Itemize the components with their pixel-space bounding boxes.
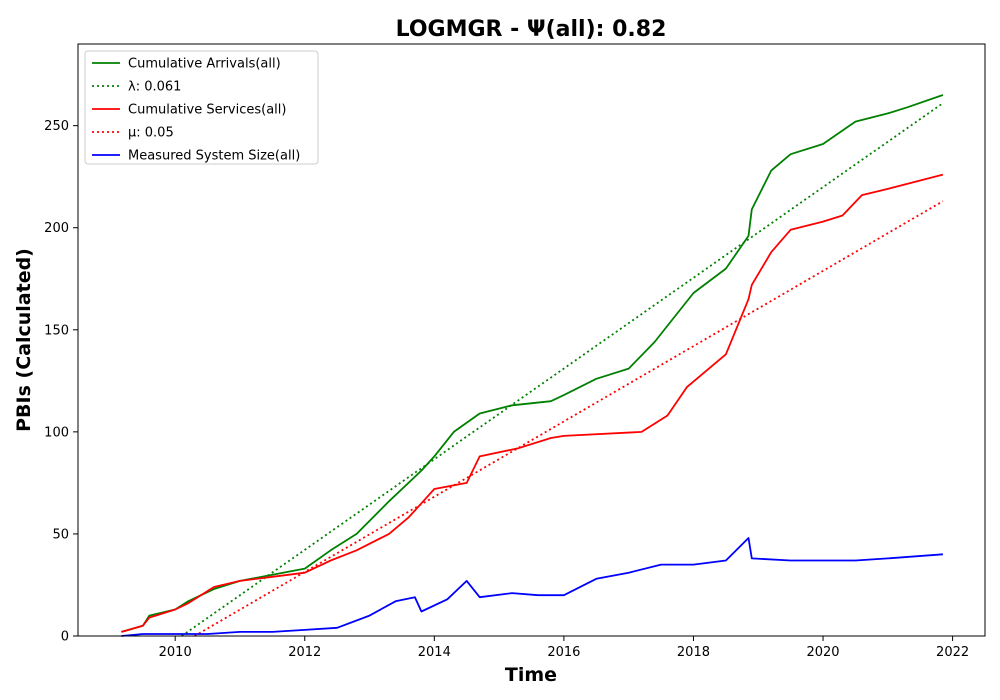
y-tick-label: 250 — [44, 119, 69, 134]
legend-label-4: Measured System Size(all) — [128, 149, 300, 164]
y-tick-label: 150 — [44, 323, 69, 338]
chart-title: LOGMGR - Ψ(all): 0.82 — [396, 17, 667, 42]
plot-frame — [77, 43, 986, 637]
x-tick-label: 2018 — [677, 645, 710, 660]
plot-series — [121, 94, 944, 637]
y-axis-title: PBIs (Calculated) — [13, 248, 35, 432]
series-line-2 — [121, 173, 944, 633]
legend-box — [84, 50, 319, 165]
legend-label-3: μ: 0.05 — [128, 126, 174, 141]
y-tick-label: 100 — [44, 425, 69, 440]
x-tick-label: 2022 — [936, 645, 969, 660]
legend: Cumulative Arrivals(all) λ: 0.061 Cumulati… — [84, 50, 319, 165]
x-axis-ticks: 2010 2012 2014 2016 2018 2020 2022 — [159, 636, 969, 660]
y-axis-ticks: 0 50 100 150 200 250 — [44, 119, 78, 645]
x-tick-label: 2014 — [418, 645, 451, 660]
series-line-3 — [194, 200, 944, 637]
series-line-0 — [121, 94, 944, 633]
x-tick-label: 2012 — [288, 645, 321, 660]
legend-label-0: Cumulative Arrivals(all) — [128, 57, 281, 72]
legend-label-2: Cumulative Services(all) — [128, 103, 286, 118]
y-tick-label: 50 — [52, 527, 69, 542]
y-tick-label: 200 — [44, 221, 69, 236]
x-tick-label: 2016 — [547, 645, 580, 660]
y-tick-label: 0 — [61, 630, 69, 645]
x-tick-label: 2010 — [159, 645, 192, 660]
x-axis-title: Time — [505, 664, 557, 686]
legend-label-1: λ: 0.061 — [128, 80, 181, 95]
series-line-4 — [121, 537, 943, 637]
x-tick-label: 2020 — [806, 645, 839, 660]
